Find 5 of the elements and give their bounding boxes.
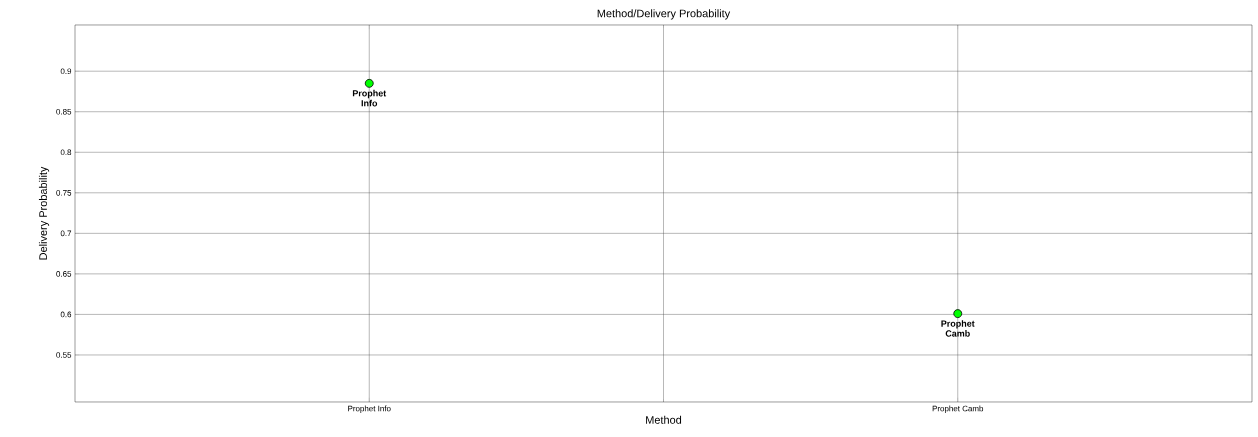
y-axis-title: Delivery Probability: [38, 166, 50, 260]
annotation: Prophet Info: [352, 89, 387, 107]
x-axis-title: Method: [646, 415, 682, 424]
annotation: Prophet Camb: [941, 320, 975, 337]
chart-title: Method/Delivery Probability: [597, 9, 731, 20]
